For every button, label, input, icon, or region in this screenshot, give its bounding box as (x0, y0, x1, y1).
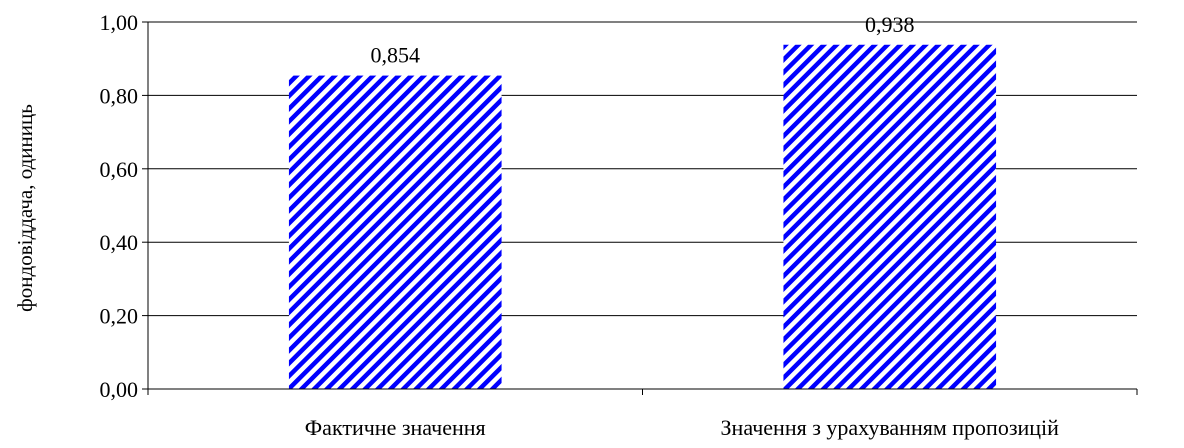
x-category-labels: Фактичне значення Значення з урахуванням … (305, 415, 1059, 440)
x-category-label: Фактичне значення (305, 415, 486, 440)
data-label: 0,938 (865, 12, 915, 37)
axes (142, 21, 1138, 395)
y-tick-label: 0,40 (100, 230, 139, 255)
y-tick-label: 0,00 (100, 377, 139, 402)
y-axis-title: фондовіддача, одиниць (13, 104, 37, 312)
data-label: 0,854 (371, 43, 421, 68)
x-category-label: Значення з урахуванням пропозицій (721, 415, 1060, 440)
y-tick-label: 1,00 (100, 10, 139, 35)
y-tick-label: 0,60 (100, 157, 139, 182)
y-tick-label: 0,80 (100, 83, 139, 108)
y-tick-labels: 0,00 0,20 0,40 0,60 0,80 1,00 (100, 10, 139, 402)
bar (783, 44, 997, 390)
y-tick-label: 0,20 (100, 304, 139, 329)
data-labels: 0,854 0,938 (371, 12, 915, 68)
bars (288, 44, 997, 390)
bar (288, 75, 502, 389)
